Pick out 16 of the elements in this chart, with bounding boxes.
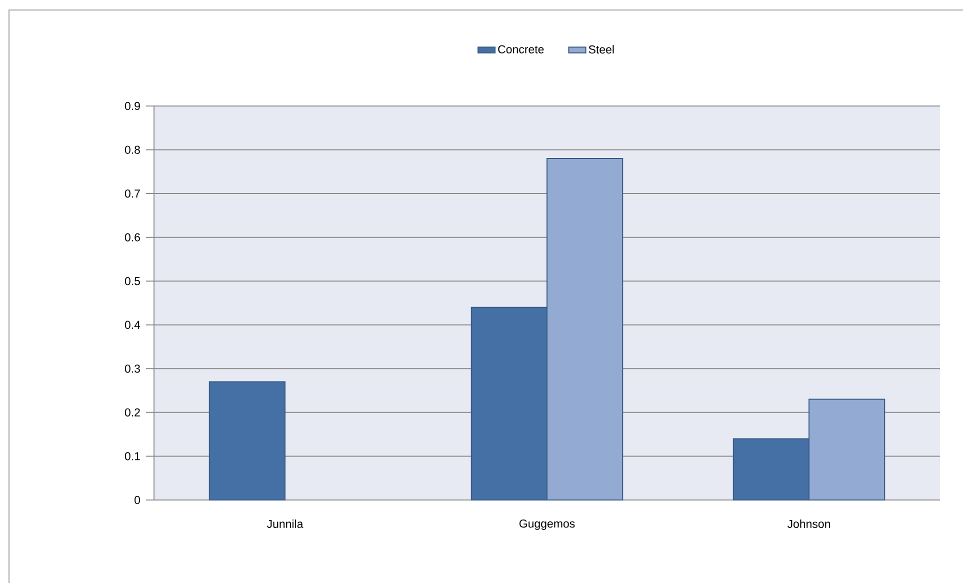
y-tick-label: 0.7 <box>124 189 140 198</box>
y-tick-label: 0.6 <box>124 233 140 242</box>
y-tick-label: 0.3 <box>124 364 140 373</box>
y-tick-label: 0.1 <box>124 452 140 460</box>
y-tick-label: 0 <box>134 496 140 504</box>
x-tick-label: Guggemos <box>519 520 575 530</box>
bar <box>208 381 286 500</box>
legend-label: Steel <box>588 45 614 54</box>
y-tick-label: 0.9 <box>124 102 140 110</box>
y-tick-label: 0.2 <box>124 408 140 416</box>
x-tick-label: Junnila <box>266 520 304 528</box>
x-tick-label: Johnson <box>787 520 830 528</box>
y-tick-label: 0.5 <box>124 277 140 286</box>
y-tick-label: 0.8 <box>124 146 140 154</box>
y-tick-label: 0.4 <box>124 320 140 329</box>
legend-label: Concrete <box>498 45 544 54</box>
